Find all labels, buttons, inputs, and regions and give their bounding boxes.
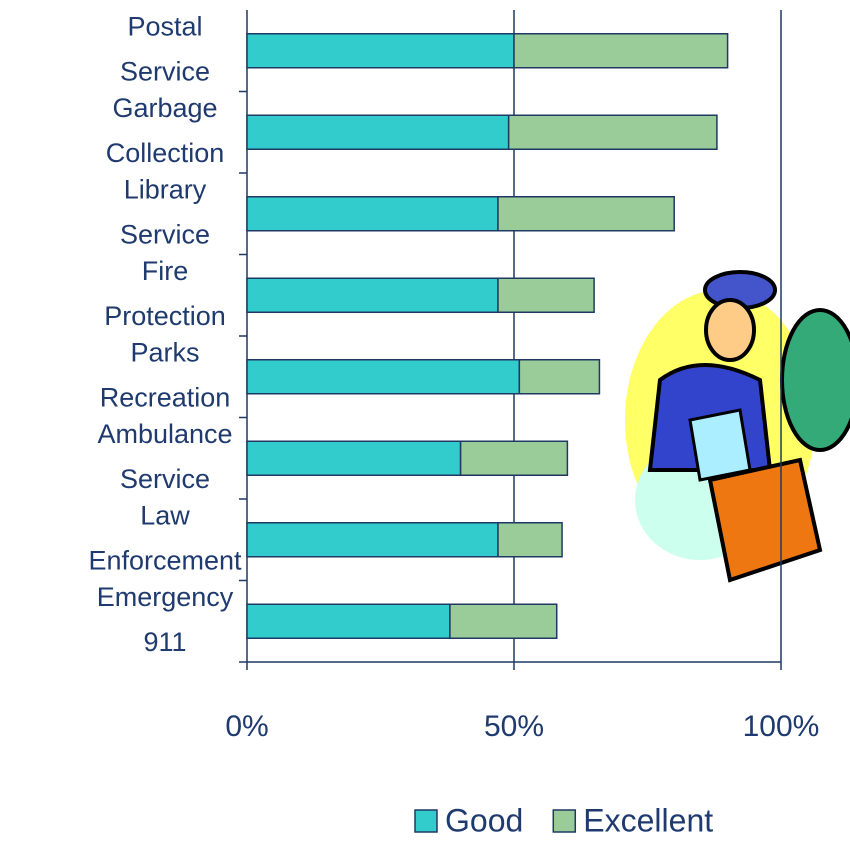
bar-segment <box>514 34 728 68</box>
chart: 0%50%100%PostalServiceGarbageCollectionL… <box>0 0 850 839</box>
bar-segment <box>498 197 674 231</box>
legend-label: Excellent <box>583 802 713 838</box>
clipart-face <box>706 300 754 360</box>
clipart-mailbox <box>782 310 850 450</box>
clipart <box>625 272 850 580</box>
bar-segment <box>498 523 562 557</box>
bar-segment <box>247 278 498 312</box>
bar-segment <box>247 197 498 231</box>
x-tick-label: 50% <box>484 710 544 743</box>
bar-segment <box>247 523 498 557</box>
clipart-letter <box>690 410 750 480</box>
bar-segment <box>461 441 568 475</box>
bar-segment <box>247 604 450 638</box>
bar-segment <box>247 34 514 68</box>
bar-segment <box>247 115 509 149</box>
clipart-bag <box>710 460 820 580</box>
bar-segment <box>247 360 519 394</box>
bar-segment <box>509 115 717 149</box>
legend-label: Good <box>445 802 523 838</box>
x-tick-label: 100% <box>743 710 820 743</box>
bar-segment <box>519 360 599 394</box>
bar-segment <box>450 604 557 638</box>
x-tick-label: 0% <box>225 710 268 743</box>
legend-swatch <box>553 810 575 832</box>
legend-swatch <box>415 810 437 832</box>
bar-segment <box>247 441 461 475</box>
bar-segment <box>498 278 594 312</box>
